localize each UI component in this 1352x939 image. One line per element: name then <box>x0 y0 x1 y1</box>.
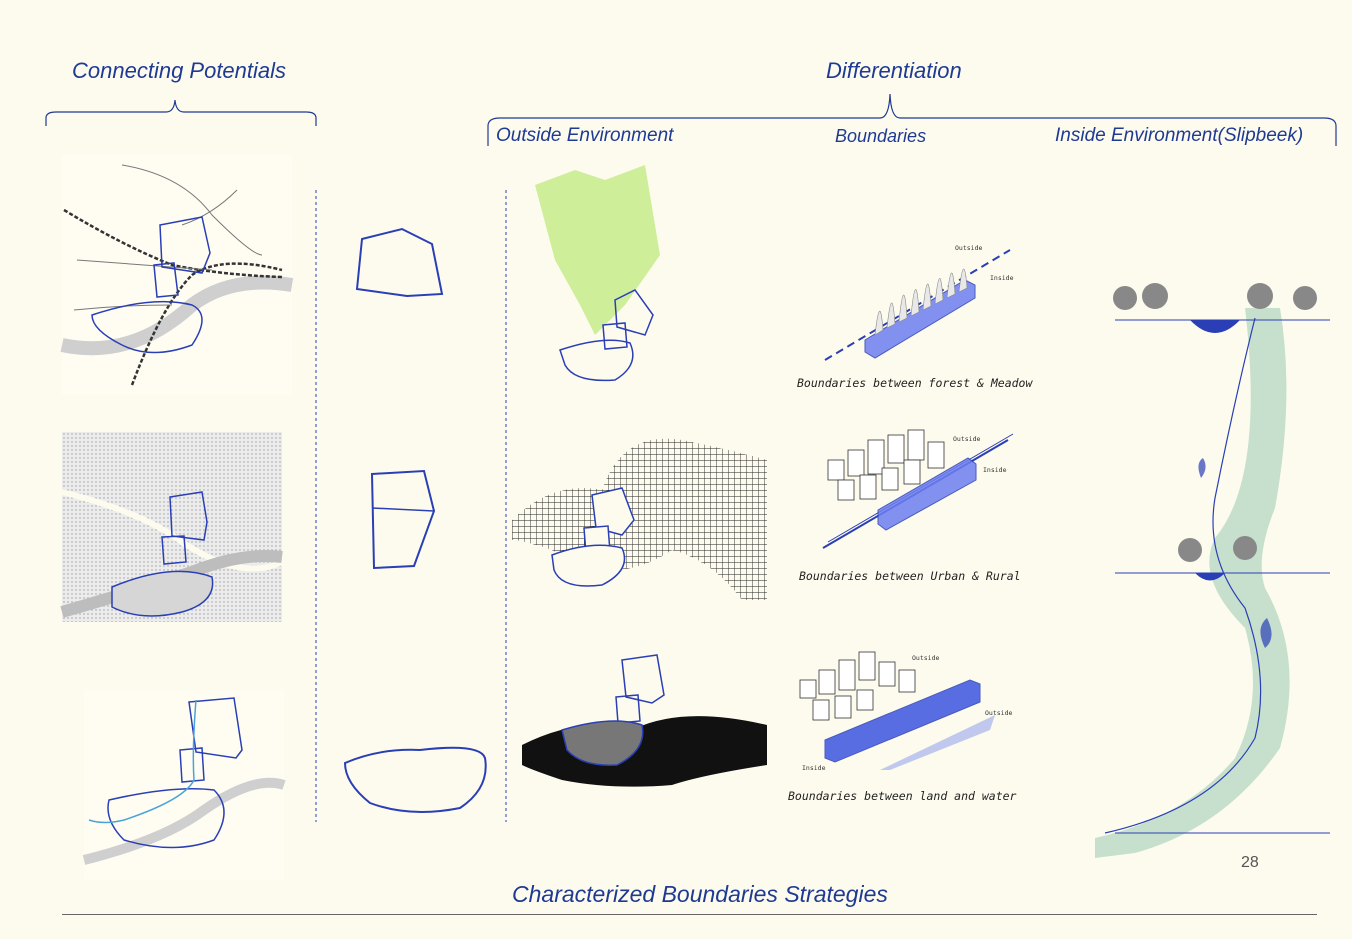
label-inside-2: Inside <box>983 466 1007 474</box>
heading-connecting-potentials: Connecting Potentials <box>72 58 287 83</box>
label-outside-3b: Outside <box>985 709 1013 717</box>
boundary-outline-1 <box>355 227 444 298</box>
footer-rule <box>62 914 1317 915</box>
inside-river-map <box>1095 283 1330 858</box>
label-inside-1: Inside <box>990 274 1014 282</box>
page-number: 28 <box>1241 854 1259 871</box>
label-inside-3: Inside <box>802 764 826 772</box>
bracket-differentiation <box>487 93 1337 146</box>
heading-inside-environment: Inside Environment(Slipbeek) <box>1055 125 1304 146</box>
boundary-diagram-forest <box>824 249 1011 361</box>
footer-title: Characterized Boundaries Strategies <box>512 881 888 907</box>
bracket-connecting <box>45 99 317 126</box>
outside-forest-map <box>535 165 660 382</box>
heading-outside-environment: Outside Environment <box>496 125 674 146</box>
heading-differentiation: Differentiation <box>826 58 962 83</box>
boundary-diagram-water <box>799 651 995 770</box>
heading-boundaries: Boundaries <box>835 126 927 146</box>
caption-forest-meadow: Boundaries between forest & Meadow <box>797 376 1033 390</box>
label-outside-1: Outside <box>955 244 983 252</box>
label-outside-3a: Outside <box>912 654 940 662</box>
map-connections-water <box>82 690 286 880</box>
outside-water-map <box>522 654 767 787</box>
boundary-outline-2 <box>370 469 436 570</box>
boundary-outline-3 <box>343 746 487 813</box>
caption-land-water: Boundaries between land and water <box>788 789 1017 803</box>
label-outside-2: Outside <box>953 435 981 443</box>
boundary-diagram-urban <box>822 429 1014 549</box>
map-connections-rail <box>60 155 294 395</box>
caption-urban-rural: Boundaries between Urban & Rural <box>799 569 1021 583</box>
outside-urban-map <box>512 438 767 600</box>
map-connections-urban <box>60 432 284 622</box>
